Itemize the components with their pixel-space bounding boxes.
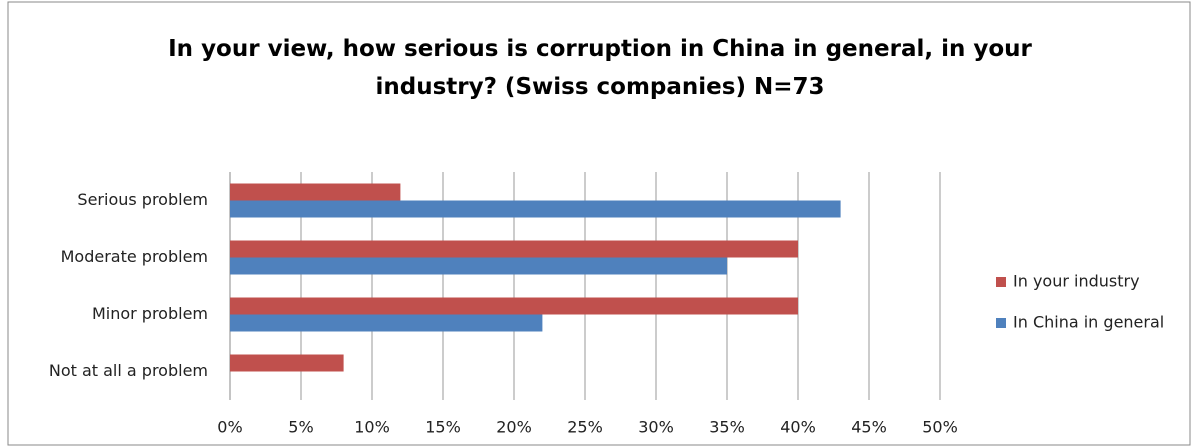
x-tick-label: 30%: [638, 418, 674, 437]
bar: [230, 314, 543, 332]
bar: [230, 257, 727, 275]
chart-border: [7, 1, 1191, 446]
legend-label: In your industry: [1013, 272, 1140, 291]
y-tick-label: Not at all a problem: [49, 361, 208, 380]
bar: [230, 297, 798, 315]
chart-title: In your view, how serious is corruption …: [168, 36, 1032, 100]
x-tick-label: 25%: [567, 418, 603, 437]
x-tick-label: 20%: [496, 418, 532, 437]
y-tick-label: Serious problem: [77, 190, 208, 209]
x-tick-label: 0%: [217, 418, 242, 437]
x-tick-label: 35%: [709, 418, 745, 437]
bar: [230, 354, 344, 372]
x-tick-label: 5%: [288, 418, 313, 437]
bar: [230, 200, 841, 218]
x-tick-label: 45%: [851, 418, 887, 437]
y-tick-label: Minor problem: [92, 304, 208, 323]
legend-swatch: [996, 318, 1006, 328]
legend-label: In China in general: [1013, 313, 1164, 332]
bar: [230, 183, 401, 201]
y-tick-label: Moderate problem: [61, 247, 208, 266]
x-tick-label: 50%: [922, 418, 958, 437]
x-tick-label: 40%: [780, 418, 816, 437]
x-tick-label: 15%: [425, 418, 461, 437]
legend-swatch: [996, 277, 1006, 287]
x-tick-label: 10%: [354, 418, 390, 437]
bar: [230, 240, 798, 258]
